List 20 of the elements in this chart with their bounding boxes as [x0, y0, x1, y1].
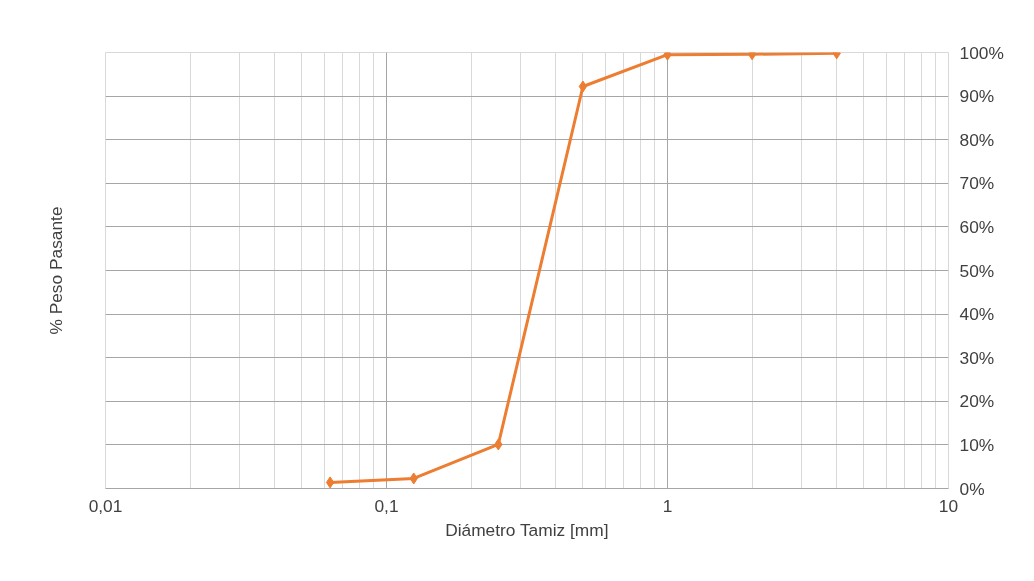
- x-axis-title: Diámetro Tamiz [mm]: [445, 519, 609, 540]
- y-tick-label: 20%: [959, 391, 995, 412]
- x-tick-label: 0,01: [88, 495, 123, 516]
- point: [663, 52, 672, 61]
- point: [325, 476, 335, 489]
- y-axis-title: % Peso Pasante: [45, 206, 66, 335]
- y-tick-label: 80%: [959, 129, 995, 150]
- point: [578, 80, 588, 93]
- x-tick-label: 1: [662, 495, 673, 516]
- y-tick-label: 100%: [959, 42, 1004, 63]
- y-tick-label: 0%: [959, 478, 985, 499]
- y-tick-label: 10%: [959, 434, 995, 455]
- y-tick-label: 30%: [959, 347, 995, 368]
- y-tick-label: 70%: [959, 173, 995, 194]
- y-tick-label: 90%: [959, 86, 995, 107]
- y-tick-label: 50%: [959, 260, 995, 281]
- y-tick-label: 60%: [959, 216, 995, 237]
- x-tick-label: 10: [938, 495, 959, 516]
- x-tick-label: 0,1: [374, 495, 399, 516]
- y-tick-label: 40%: [959, 304, 995, 325]
